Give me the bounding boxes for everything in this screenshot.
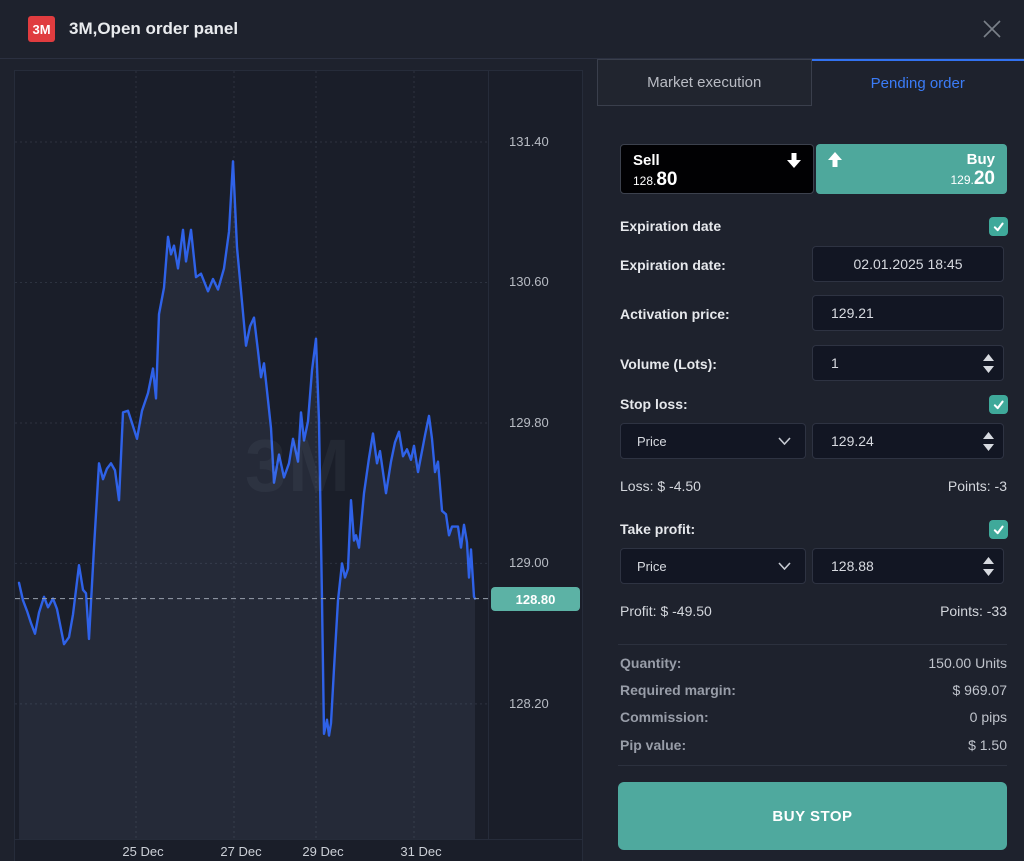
expiration-input[interactable]: 02.01.2025 18:45 bbox=[812, 246, 1004, 282]
time-axis-label: 27 Dec bbox=[220, 844, 262, 859]
stop-loss-result-row: Loss: $ -4.50 Points: -3 bbox=[620, 478, 1007, 494]
time-axis-label: 25 Dec bbox=[122, 844, 164, 859]
chevron-down-icon bbox=[778, 562, 791, 570]
price-axis-label: 129.80 bbox=[509, 415, 549, 430]
stop-loss-stepper bbox=[983, 424, 994, 458]
stepper-up-icon[interactable] bbox=[983, 353, 994, 361]
arrow-down-icon bbox=[786, 153, 801, 168]
time-axis: 25 Dec 27 Dec 29 Dec 31 Dec bbox=[15, 839, 583, 861]
order-type-tabs: Market execution Pending order bbox=[597, 59, 1024, 106]
dialog-header: 3M 3M,Open order panel bbox=[0, 0, 1024, 59]
summary-label: Pip value: bbox=[620, 737, 687, 753]
buy-stop-button[interactable]: BUY STOP bbox=[618, 782, 1007, 850]
summary-value: 150.00 Units bbox=[928, 655, 1007, 671]
profit-points: Points: -33 bbox=[940, 603, 1007, 619]
expiration-checkbox[interactable] bbox=[989, 217, 1008, 236]
take-profit-mode-select[interactable]: Price bbox=[620, 548, 806, 584]
divider bbox=[618, 644, 1007, 645]
stepper-up-icon[interactable] bbox=[983, 431, 994, 439]
summary-row-pip-value: Pip value: $ 1.50 bbox=[620, 737, 1007, 753]
take-profit-checkbox[interactable] bbox=[989, 520, 1008, 539]
summary-row-quantity: Quantity: 150.00 Units bbox=[620, 655, 1007, 671]
price-axis: 128.80 131.40 130.60 129.80 129.00 128.20 bbox=[488, 71, 583, 839]
take-profit-input[interactable]: 128.88 bbox=[812, 548, 1004, 584]
current-price-tag: 128.80 bbox=[491, 587, 580, 611]
check-icon bbox=[993, 222, 1004, 232]
volume-input[interactable]: 1 bbox=[812, 345, 1004, 381]
stop-loss-label: Stop loss: bbox=[620, 396, 688, 412]
tab-market-execution[interactable]: Market execution bbox=[597, 59, 812, 106]
activation-input[interactable]: 129.21 bbox=[812, 295, 1004, 331]
stop-loss-value: 129.24 bbox=[831, 433, 874, 449]
stepper-down-icon[interactable] bbox=[983, 365, 994, 373]
take-profit-mode-value: Price bbox=[637, 558, 667, 574]
time-axis-label: 31 Dec bbox=[400, 844, 442, 859]
divider bbox=[618, 765, 1007, 766]
price-axis-label: 131.40 bbox=[509, 134, 549, 149]
buy-label: Buy bbox=[966, 151, 995, 168]
sell-button[interactable]: Sell 128.80 bbox=[620, 144, 814, 194]
volume-value: 1 bbox=[831, 355, 839, 371]
order-panel: Market execution Pending order Sell 128.… bbox=[597, 0, 1024, 861]
check-icon bbox=[993, 400, 1004, 410]
profit-amount: Profit: $ -49.50 bbox=[620, 603, 712, 619]
take-profit-label: Take profit: bbox=[620, 521, 696, 537]
dialog-title: 3M,Open order panel bbox=[69, 19, 239, 38]
summary-value: 0 pips bbox=[969, 709, 1007, 725]
stepper-down-icon[interactable] bbox=[983, 568, 994, 576]
close-button[interactable] bbox=[978, 15, 1006, 43]
stop-loss-checkbox[interactable] bbox=[989, 395, 1008, 414]
take-profit-stepper bbox=[983, 549, 994, 583]
check-icon bbox=[993, 525, 1004, 535]
loss-amount: Loss: $ -4.50 bbox=[620, 478, 701, 494]
summary-value: $ 1.50 bbox=[968, 737, 1007, 753]
sell-price: 128.80 bbox=[633, 169, 678, 190]
loss-points: Points: -3 bbox=[947, 478, 1007, 494]
expiration-toggle-label: Expiration date bbox=[620, 218, 722, 234]
stop-loss-mode-value: Price bbox=[637, 433, 667, 449]
sell-buy-row: Sell 128.80 Buy 129.20 bbox=[620, 144, 1007, 194]
arrow-up-icon bbox=[827, 152, 842, 167]
price-line bbox=[17, 160, 477, 737]
tab-pending-order[interactable]: Pending order bbox=[811, 59, 1024, 106]
summary-label: Commission: bbox=[620, 709, 709, 725]
buy-price: 129.20 bbox=[950, 168, 996, 189]
take-profit-value: 128.88 bbox=[831, 558, 874, 574]
stepper-down-icon[interactable] bbox=[983, 443, 994, 451]
symbol-logo-3m: 3M bbox=[28, 16, 55, 42]
summary-value: $ 969.07 bbox=[952, 682, 1008, 698]
price-chart[interactable]: 3M 128.80 131.40130.60129.80129.00128.20… bbox=[14, 70, 583, 861]
stop-loss-input[interactable]: 129.24 bbox=[812, 423, 1004, 459]
summary-label: Quantity: bbox=[620, 655, 682, 671]
volume-stepper bbox=[983, 346, 994, 380]
volume-field-label: Volume (Lots): bbox=[620, 356, 717, 372]
summary-label: Required margin: bbox=[620, 682, 736, 698]
sell-label: Sell bbox=[633, 152, 660, 169]
buy-button[interactable]: Buy 129.20 bbox=[815, 144, 1007, 194]
summary-row-commission: Commission: 0 pips bbox=[620, 709, 1007, 725]
stepper-up-icon[interactable] bbox=[983, 556, 994, 564]
take-profit-result-row: Profit: $ -49.50 Points: -33 bbox=[620, 603, 1007, 619]
expiration-field-label: Expiration date: bbox=[620, 257, 726, 273]
price-axis-label: 130.60 bbox=[509, 274, 549, 289]
chart-plot[interactable] bbox=[15, 71, 488, 839]
stop-loss-mode-select[interactable]: Price bbox=[620, 423, 806, 459]
price-axis-label: 128.20 bbox=[509, 696, 549, 711]
activation-field-label: Activation price: bbox=[620, 306, 730, 322]
time-axis-label: 29 Dec bbox=[302, 844, 344, 859]
price-axis-label: 129.00 bbox=[509, 555, 549, 570]
price-area-fill bbox=[19, 161, 475, 839]
summary-row-margin: Required margin: $ 969.07 bbox=[620, 682, 1007, 698]
close-icon bbox=[983, 20, 1001, 38]
chevron-down-icon bbox=[778, 437, 791, 445]
